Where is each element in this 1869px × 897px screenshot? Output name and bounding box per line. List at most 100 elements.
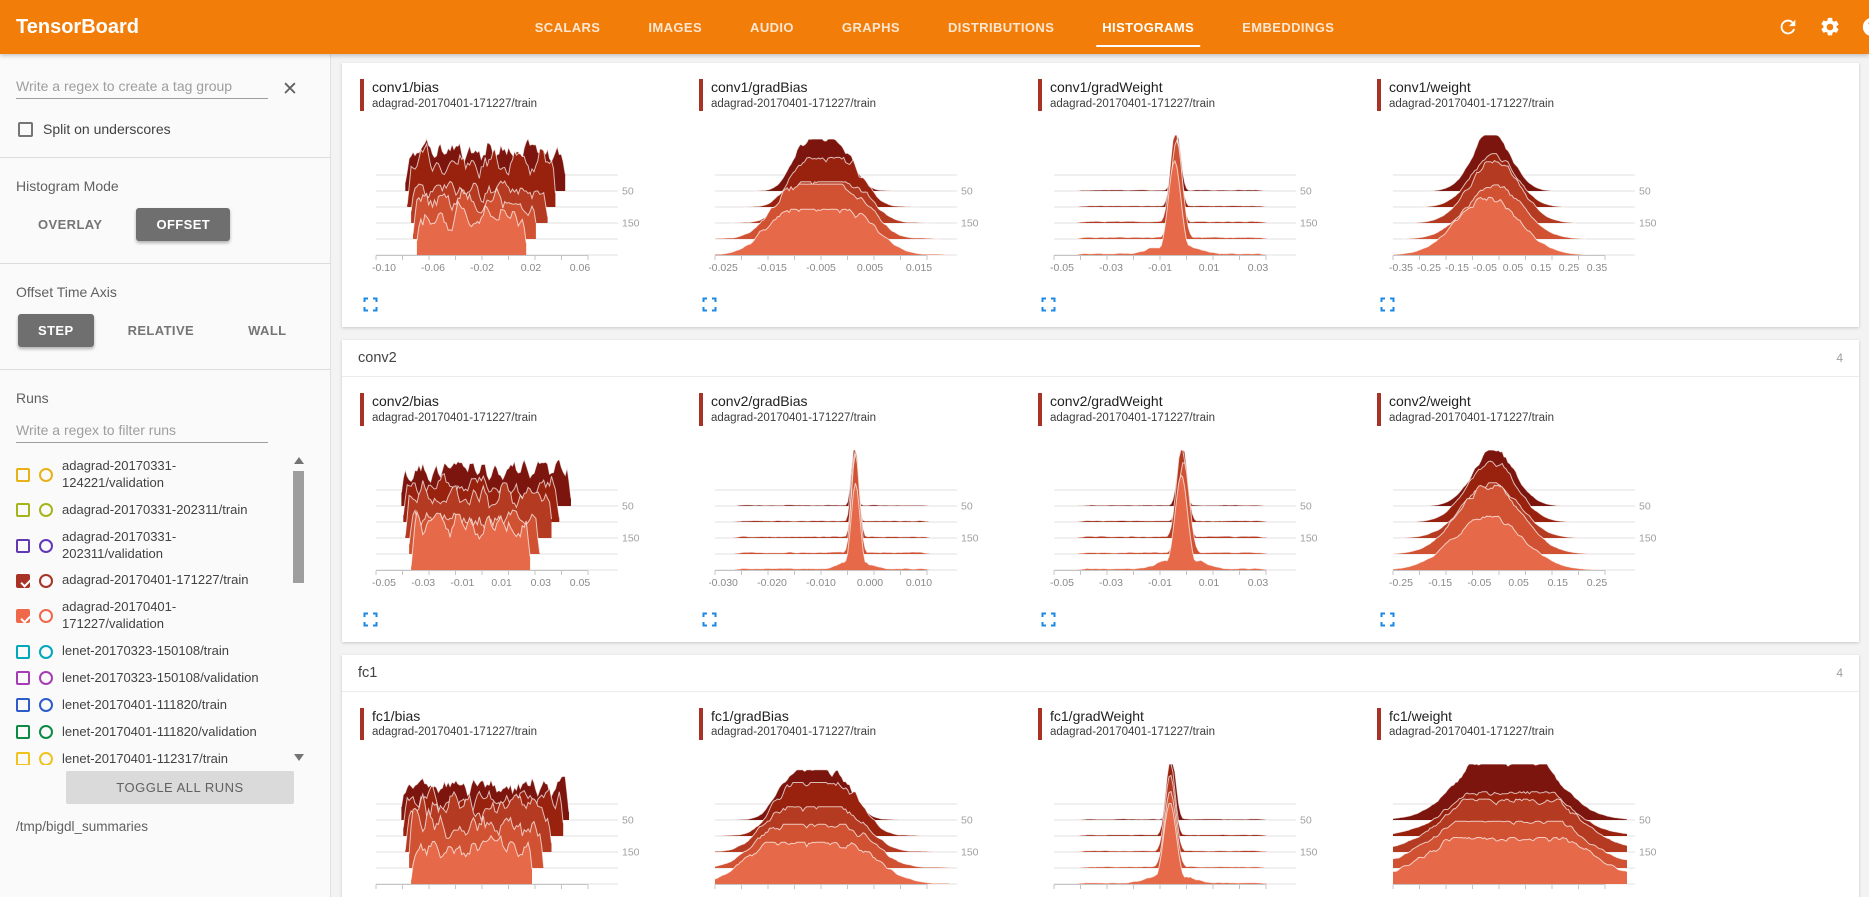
toggle-all-runs-button[interactable]: TOGGLE ALL RUNS — [66, 771, 294, 804]
run-radio[interactable] — [39, 671, 53, 686]
chart-tag-name: conv2/gradBias — [711, 393, 808, 410]
run-radio[interactable] — [39, 752, 53, 765]
histogram-chart[interactable]: 50 150 — [1048, 748, 1348, 897]
run-item[interactable]: adagrad-20170331-202311/validation — [16, 524, 306, 568]
run-checkbox[interactable] — [16, 725, 30, 740]
tab-audio[interactable]: AUDIO — [750, 19, 794, 35]
histogram-card-conv2-gradWeight: conv2/gradWeight adagrad-20170401-171227/… — [1038, 393, 1368, 631]
refresh-icon[interactable] — [1777, 16, 1799, 38]
run-item[interactable]: lenet-20170323-150108/validation — [16, 665, 306, 692]
expand-icon[interactable] — [1041, 612, 1056, 627]
histogram-chart[interactable]: 50 150 -0.10 -0.06 -0.02 0.02 0.06 — [370, 119, 670, 291]
run-radio[interactable] — [39, 467, 53, 482]
run-checkbox[interactable] — [16, 467, 30, 482]
run-item[interactable]: adagrad-20170401-171227/validation — [16, 594, 306, 638]
scrollbar-thumb[interactable] — [293, 471, 304, 583]
svg-text:0.25: 0.25 — [1587, 577, 1608, 589]
run-item[interactable]: lenet-20170323-150108/train — [16, 638, 306, 665]
histogram-card-conv1-bias: conv1/bias adagrad-20170401-171227/train 5… — [360, 79, 690, 317]
histogram-chart[interactable]: 50 150 -0.05 -0.03 -0.01 0.01 0.03 — [1048, 119, 1348, 291]
run-item-controls — [16, 671, 53, 686]
scroll-up-icon[interactable] — [294, 457, 304, 464]
expand-icon[interactable] — [363, 297, 378, 312]
tab-images[interactable]: IMAGES — [648, 19, 703, 35]
help-icon[interactable] — [1861, 16, 1869, 38]
run-item[interactable]: adagrad-20170331-202311/train — [16, 497, 306, 524]
expand-icon[interactable] — [1041, 297, 1056, 312]
histogram-mode-label: Histogram Mode — [16, 178, 119, 194]
histogram-chart[interactable]: 50 150 -0.05 -0.03 -0.01 0.01 0.03 — [1048, 434, 1348, 606]
scroll-down-icon[interactable] — [294, 754, 304, 761]
expand-icon[interactable] — [1380, 612, 1395, 627]
run-item[interactable]: lenet-20170401-111820/validation — [16, 719, 306, 746]
run-radio[interactable] — [39, 609, 53, 624]
histogram-chart[interactable]: 50 150 -0.025 -0.015 -0.005 0.005 0.015 — [709, 119, 1009, 291]
histogram-chart[interactable]: 50 150 -0.25 -0.15 -0.05 0.05 0.15 0.25 — [1387, 434, 1687, 606]
svg-text:0.01: 0.01 — [1199, 577, 1220, 589]
time-axis-relative-button[interactable]: RELATIVE — [127, 323, 195, 338]
category-header-fc1[interactable]: fc1 4 — [342, 655, 1859, 692]
svg-text:0.010: 0.010 — [906, 577, 932, 589]
histogram-chart[interactable]: 50 150 -0.05 -0.03 -0.01 0.01 0.03 0.05 — [370, 434, 670, 606]
run-checkbox[interactable] — [16, 698, 30, 713]
run-checkbox[interactable] — [16, 609, 30, 624]
settings-gear-icon[interactable] — [1819, 16, 1841, 38]
expand-icon[interactable] — [702, 297, 717, 312]
svg-text:-0.02: -0.02 — [470, 262, 494, 274]
svg-text:-0.10: -0.10 — [372, 262, 396, 274]
expand-icon[interactable] — [702, 612, 717, 627]
tab-scalars[interactable]: SCALARS — [534, 19, 601, 35]
runs-scrollbar[interactable] — [292, 453, 306, 765]
tag-filter-input[interactable] — [16, 74, 268, 99]
run-checkbox[interactable] — [16, 752, 30, 765]
svg-text:-0.03: -0.03 — [411, 577, 435, 589]
run-item[interactable]: lenet-20170401-112317/train — [16, 746, 306, 765]
run-checkbox[interactable] — [16, 644, 30, 659]
svg-text:0.03: 0.03 — [531, 577, 552, 589]
run-checkbox[interactable] — [16, 671, 30, 686]
svg-text:0.000: 0.000 — [857, 577, 883, 589]
expand-icon[interactable] — [363, 612, 378, 627]
run-filter-input[interactable] — [16, 418, 268, 443]
run-radio[interactable] — [39, 573, 53, 588]
category-header-conv2[interactable]: conv2 4 — [342, 340, 1859, 378]
time-axis-wall-button[interactable]: WALL — [248, 323, 287, 338]
split-underscores-checkbox[interactable] — [18, 121, 33, 137]
histogram-mode-offset-button[interactable]: OFFSET — [136, 208, 231, 241]
chart-tag-name: conv2/bias — [372, 393, 439, 410]
run-radio[interactable] — [39, 725, 53, 740]
svg-text:150: 150 — [622, 847, 640, 859]
histogram-chart[interactable]: 50 150 — [709, 748, 1009, 897]
tab-embeddings[interactable]: EMBEDDINGS — [1242, 19, 1335, 35]
run-item[interactable]: adagrad-20170401-171227/train — [16, 567, 306, 594]
time-axis-step-button[interactable]: STEP — [18, 314, 94, 347]
run-item[interactable]: lenet-20170401-111820/train — [16, 692, 306, 719]
tab-histograms[interactable]: HISTOGRAMS — [1078, 0, 1218, 54]
svg-text:0.15: 0.15 — [1548, 577, 1569, 589]
histogram-mode-overlay-button[interactable]: OVERLAY — [38, 217, 103, 232]
split-underscores-option[interactable]: Split on underscores — [18, 121, 330, 137]
expand-icon[interactable] — [1380, 297, 1395, 312]
run-item[interactable]: adagrad-20170331-124221/validation — [16, 453, 306, 497]
card-title-block: fc1/weight adagrad-20170401-171227/train — [1377, 707, 1707, 741]
divider — [0, 369, 330, 370]
tab-graphs[interactable]: GRAPHS — [841, 19, 900, 35]
offset-time-axis-toggle: STEP RELATIVE WALL — [18, 314, 330, 347]
histogram-chart[interactable]: 50 150 -0.35 -0.25 -0.15 -0.05 0.05 0.15 0.25 0.3… — [1387, 119, 1687, 291]
run-radio[interactable] — [39, 503, 53, 518]
run-radio[interactable] — [39, 644, 53, 659]
histogram-chart[interactable]: 50 150 — [1387, 748, 1687, 897]
tab-distributions[interactable]: DISTRIBUTIONS — [947, 19, 1055, 35]
card-title-block: conv2/weight adagrad-20170401-171227/trai… — [1377, 393, 1707, 426]
histogram-chart[interactable]: 50 150 -0.030 -0.020 -0.010 0.000 0.010 — [709, 434, 1009, 606]
run-checkbox[interactable] — [16, 503, 30, 518]
run-radio[interactable] — [39, 538, 53, 553]
svg-text:-0.01: -0.01 — [1148, 577, 1172, 589]
run-checkbox[interactable] — [16, 573, 30, 588]
svg-text:-0.030: -0.030 — [709, 577, 738, 589]
svg-text:50: 50 — [1639, 186, 1651, 198]
clear-filter-icon[interactable]: ✕ — [282, 79, 298, 100]
histogram-chart[interactable]: 50 150 — [370, 748, 670, 897]
run-checkbox[interactable] — [16, 538, 30, 553]
run-radio[interactable] — [39, 698, 53, 713]
